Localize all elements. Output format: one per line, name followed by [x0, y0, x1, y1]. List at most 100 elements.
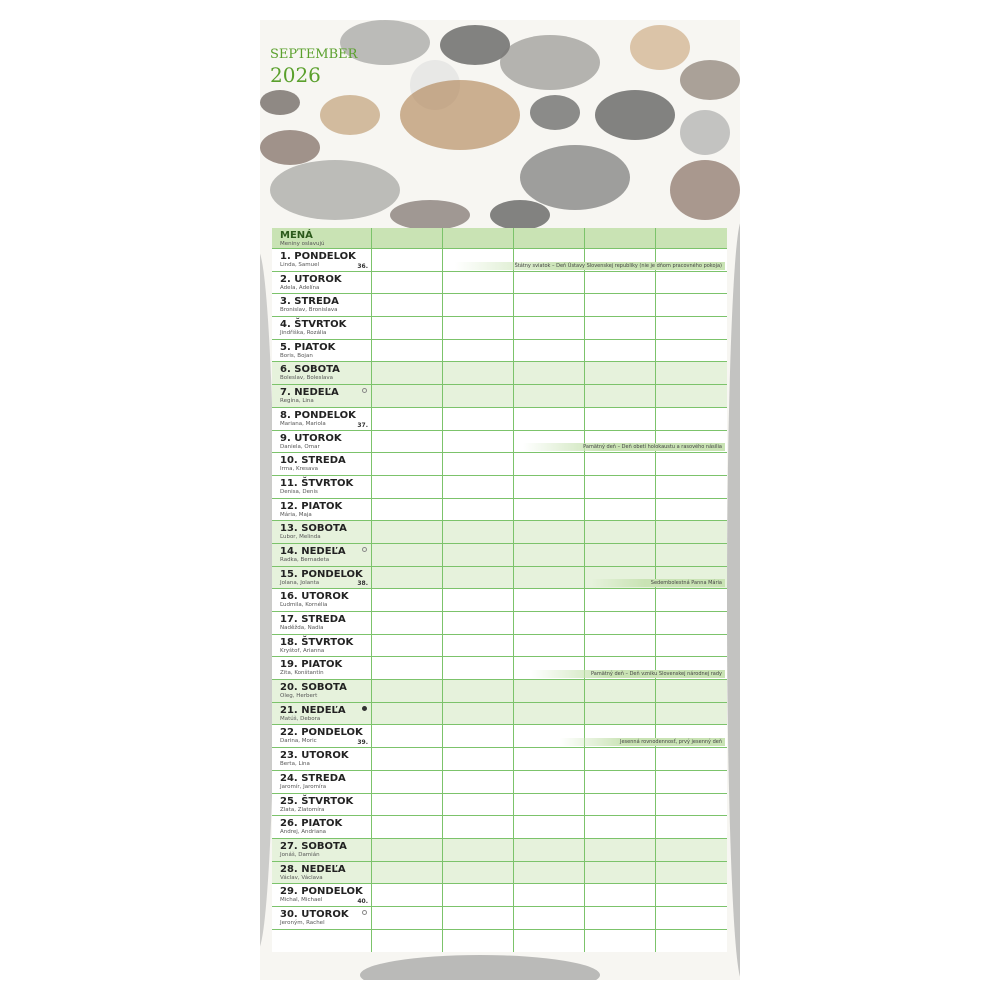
- entry-cell[interactable]: [584, 475, 655, 498]
- entry-cell[interactable]: [442, 861, 513, 884]
- entry-cell[interactable]: [584, 680, 655, 702]
- entry-cell[interactable]: [371, 566, 442, 589]
- entry-cell[interactable]: [442, 612, 513, 634]
- entry-cell[interactable]: [584, 294, 655, 317]
- entry-cell[interactable]: [442, 249, 513, 271]
- entry-cell[interactable]: [371, 838, 442, 861]
- entry-cell[interactable]: [442, 385, 513, 407]
- entry-cell[interactable]: [442, 339, 513, 362]
- entry-cell[interactable]: [655, 430, 726, 453]
- entry-cell[interactable]: [371, 453, 442, 475]
- entry-cell[interactable]: [655, 906, 726, 929]
- entry-cell[interactable]: [513, 566, 584, 589]
- entry-cell[interactable]: [655, 816, 726, 838]
- entry-cell[interactable]: [513, 657, 584, 680]
- entry-cell[interactable]: [655, 362, 726, 385]
- entry-cell[interactable]: [513, 385, 584, 407]
- entry-cell[interactable]: [513, 748, 584, 770]
- entry-cell[interactable]: [584, 861, 655, 884]
- entry-cell[interactable]: [513, 249, 584, 271]
- entry-cell[interactable]: [655, 475, 726, 498]
- entry-cell[interactable]: [584, 362, 655, 385]
- entry-cell[interactable]: [513, 838, 584, 861]
- entry-cell[interactable]: [584, 838, 655, 861]
- entry-cell[interactable]: [655, 770, 726, 793]
- entry-cell[interactable]: [442, 521, 513, 543]
- entry-cell[interactable]: [584, 271, 655, 294]
- entry-cell[interactable]: [584, 725, 655, 748]
- entry-cell[interactable]: [655, 838, 726, 861]
- entry-cell[interactable]: [513, 906, 584, 929]
- entry-cell[interactable]: [371, 362, 442, 385]
- entry-cell[interactable]: [513, 861, 584, 884]
- entry-cell[interactable]: [584, 566, 655, 589]
- entry-cell[interactable]: [513, 271, 584, 294]
- entry-cell[interactable]: [371, 249, 442, 271]
- entry-cell[interactable]: [513, 680, 584, 702]
- entry-cell[interactable]: [371, 884, 442, 906]
- entry-cell[interactable]: [371, 317, 442, 339]
- entry-cell[interactable]: [371, 271, 442, 294]
- entry-cell[interactable]: [655, 385, 726, 407]
- entry-cell[interactable]: [442, 362, 513, 385]
- entry-cell[interactable]: [371, 634, 442, 657]
- entry-cell[interactable]: [371, 294, 442, 317]
- entry-cell[interactable]: [371, 906, 442, 929]
- entry-cell[interactable]: [584, 249, 655, 271]
- entry-cell[interactable]: [442, 543, 513, 566]
- entry-cell[interactable]: [513, 884, 584, 906]
- entry-cell[interactable]: [655, 861, 726, 884]
- entry-cell[interactable]: [655, 566, 726, 589]
- entry-cell[interactable]: [371, 702, 442, 725]
- entry-cell[interactable]: [513, 702, 584, 725]
- entry-cell[interactable]: [371, 475, 442, 498]
- entry-cell[interactable]: [655, 249, 726, 271]
- entry-cell[interactable]: [655, 884, 726, 906]
- entry-cell[interactable]: [655, 725, 726, 748]
- entry-cell[interactable]: [442, 294, 513, 317]
- entry-cell[interactable]: [442, 271, 513, 294]
- entry-cell[interactable]: [371, 430, 442, 453]
- entry-cell[interactable]: [584, 407, 655, 430]
- entry-cell[interactable]: [371, 498, 442, 521]
- entry-cell[interactable]: [371, 861, 442, 884]
- entry-cell[interactable]: [442, 430, 513, 453]
- entry-cell[interactable]: [584, 702, 655, 725]
- entry-cell[interactable]: [442, 680, 513, 702]
- entry-cell[interactable]: [442, 725, 513, 748]
- entry-cell[interactable]: [442, 770, 513, 793]
- entry-cell[interactable]: [442, 884, 513, 906]
- entry-cell[interactable]: [584, 793, 655, 816]
- entry-cell[interactable]: [513, 362, 584, 385]
- entry-cell[interactable]: [655, 271, 726, 294]
- entry-cell[interactable]: [513, 294, 584, 317]
- entry-cell[interactable]: [442, 589, 513, 611]
- entry-cell[interactable]: [513, 498, 584, 521]
- entry-cell[interactable]: [371, 770, 442, 793]
- entry-cell[interactable]: [655, 657, 726, 680]
- entry-cell[interactable]: [513, 475, 584, 498]
- entry-cell[interactable]: [371, 748, 442, 770]
- entry-cell[interactable]: [371, 339, 442, 362]
- entry-cell[interactable]: [513, 543, 584, 566]
- entry-cell[interactable]: [371, 612, 442, 634]
- entry-cell[interactable]: [371, 657, 442, 680]
- entry-cell[interactable]: [371, 816, 442, 838]
- entry-cell[interactable]: [513, 634, 584, 657]
- entry-cell[interactable]: [584, 430, 655, 453]
- entry-cell[interactable]: [442, 657, 513, 680]
- entry-cell[interactable]: [655, 793, 726, 816]
- entry-cell[interactable]: [442, 453, 513, 475]
- entry-cell[interactable]: [655, 702, 726, 725]
- entry-cell[interactable]: [655, 453, 726, 475]
- entry-cell[interactable]: [442, 634, 513, 657]
- entry-cell[interactable]: [584, 816, 655, 838]
- entry-cell[interactable]: [584, 543, 655, 566]
- entry-cell[interactable]: [371, 385, 442, 407]
- entry-cell[interactable]: [442, 906, 513, 929]
- entry-cell[interactable]: [371, 725, 442, 748]
- entry-cell[interactable]: [655, 589, 726, 611]
- entry-cell[interactable]: [513, 770, 584, 793]
- entry-cell[interactable]: [655, 407, 726, 430]
- entry-cell[interactable]: [513, 453, 584, 475]
